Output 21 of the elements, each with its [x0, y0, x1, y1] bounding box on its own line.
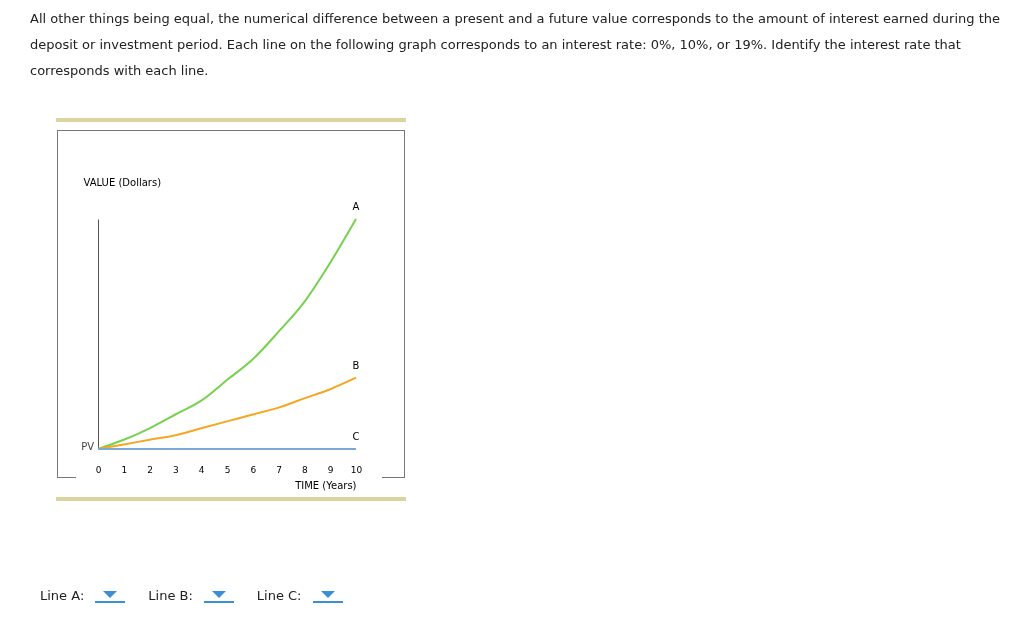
x-tick-label: 2	[147, 464, 153, 475]
x-tick-label: 8	[302, 464, 309, 475]
x-tick-label: 9	[327, 464, 334, 475]
x-tick-label: 10	[350, 464, 363, 475]
x-tick-label: 3	[173, 464, 179, 475]
x-tick-label: 0	[95, 464, 102, 475]
x-tick-label: 5	[224, 464, 231, 475]
series-label: B	[352, 359, 360, 371]
x-tick-label: 4	[198, 464, 205, 475]
annotation: PV	[81, 441, 95, 452]
series-label: C	[352, 431, 360, 442]
text: Line B:	[148, 588, 193, 603]
text: All other things being equal, the numerical difference between a present and a future value corresponds to the amount of interest earned during the deposit or investment period. Each line on the following graph corresponds to an interest rate: 0%, 10%, or 19%. Identify the interest rate that corresponds with each line.	[30, 10, 1002, 80]
x-tick-label: 6	[250, 464, 257, 475]
x-axis-title: TIME (Years)	[294, 479, 357, 491]
y-axis-title: VALUE (Dollars)	[83, 176, 162, 188]
series-label: A	[352, 201, 360, 212]
x-tick-label: 7	[276, 464, 282, 475]
x-tick-label: 1	[121, 464, 128, 475]
text: Line A:	[40, 588, 85, 603]
text: Line C:	[256, 588, 302, 603]
